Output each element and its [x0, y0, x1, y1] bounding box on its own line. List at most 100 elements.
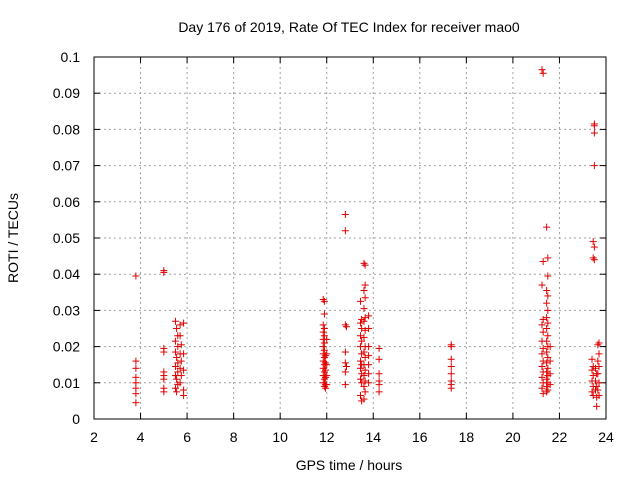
data-point	[539, 69, 547, 77]
y-tick-label: 0.1	[61, 49, 81, 65]
data-point	[595, 379, 603, 387]
data-point	[361, 388, 369, 396]
data-point	[322, 366, 330, 374]
data-point	[546, 381, 554, 389]
data-point	[544, 353, 552, 361]
data-point	[173, 388, 181, 396]
x-tick-label: 10	[272, 429, 288, 445]
data-point	[176, 321, 184, 329]
data-point	[356, 357, 364, 365]
data-point	[358, 337, 366, 345]
data-point	[543, 337, 551, 345]
data-point	[365, 370, 373, 378]
y-axis-label: ROTI / TECUs	[5, 193, 21, 283]
data-point	[341, 348, 349, 356]
data-point	[360, 348, 368, 356]
y-tick-label: 0.01	[53, 375, 80, 391]
data-point	[360, 305, 368, 313]
x-tick-label: 8	[230, 429, 238, 445]
data-point	[539, 315, 547, 323]
data-point	[171, 337, 179, 345]
data-point	[361, 366, 369, 374]
data-point	[361, 377, 369, 385]
data-point	[356, 391, 364, 399]
data-point	[180, 350, 188, 358]
data-point	[341, 381, 349, 389]
data-point	[360, 317, 368, 325]
data-point	[590, 129, 598, 137]
y-tick-label: 0.06	[53, 194, 80, 210]
data-point	[320, 325, 328, 332]
data-point	[180, 391, 188, 399]
data-point	[588, 355, 596, 363]
data-point	[543, 368, 551, 376]
data-point	[538, 363, 546, 371]
data-point	[375, 388, 383, 396]
data-point	[323, 381, 331, 389]
data-point	[589, 372, 597, 380]
data-point	[356, 319, 364, 327]
data-point	[171, 384, 179, 392]
data-point	[592, 377, 600, 385]
data-point	[356, 364, 364, 372]
x-tick-label: 16	[412, 429, 428, 445]
x-tick-label: 6	[183, 429, 191, 445]
data-point	[132, 364, 140, 372]
data-point	[543, 223, 551, 231]
data-point	[180, 366, 188, 374]
data-point	[343, 363, 351, 371]
grid	[94, 57, 606, 419]
y-axis: 0 0.01 0.02 0.03 0.04 0.05 0.06 0.07 0.08 0.09 0.1	[53, 49, 606, 427]
data-point	[543, 286, 551, 294]
data-point	[594, 370, 602, 378]
data-point	[173, 375, 181, 383]
data-point	[544, 292, 552, 300]
data-point	[590, 162, 598, 170]
data-point	[320, 353, 328, 361]
data-point	[341, 368, 349, 376]
data-point	[320, 375, 328, 383]
x-tick-label: 18	[459, 429, 475, 445]
data-point	[590, 122, 598, 130]
data-point	[177, 372, 185, 380]
data-point	[595, 350, 603, 358]
data-point	[176, 379, 184, 387]
data-point	[323, 335, 331, 343]
data-point	[320, 339, 328, 347]
data-point	[361, 294, 369, 302]
data-point	[160, 268, 168, 276]
y-tick-label: 0.02	[53, 339, 80, 355]
data-point	[177, 341, 185, 349]
data-point	[365, 312, 373, 320]
data-point	[132, 357, 140, 365]
data-point	[174, 343, 182, 351]
y-tick-label: 0.08	[53, 121, 80, 137]
data-point	[543, 299, 551, 307]
data-point	[588, 366, 596, 374]
data-point	[356, 332, 364, 340]
data-point	[543, 348, 551, 356]
data-point	[356, 297, 364, 305]
y-tick-label: 0.04	[53, 266, 80, 282]
data-point	[160, 388, 168, 396]
data-point	[543, 375, 551, 383]
data-point	[543, 359, 551, 367]
data-point	[322, 373, 330, 381]
data-point	[323, 372, 331, 380]
data-point	[320, 368, 328, 376]
data-point	[360, 286, 368, 294]
data-point	[365, 379, 373, 387]
data-point	[360, 395, 368, 403]
data-point	[132, 272, 140, 280]
data-point	[546, 343, 554, 351]
x-tick-label: 4	[137, 429, 145, 445]
data-point	[538, 373, 546, 381]
data-point	[360, 259, 368, 267]
data-point	[544, 272, 552, 280]
data-point	[544, 319, 552, 327]
data-point	[171, 348, 179, 356]
data-point	[322, 384, 330, 392]
data-point	[543, 314, 551, 322]
data-point	[375, 381, 383, 389]
data-point	[341, 210, 349, 218]
